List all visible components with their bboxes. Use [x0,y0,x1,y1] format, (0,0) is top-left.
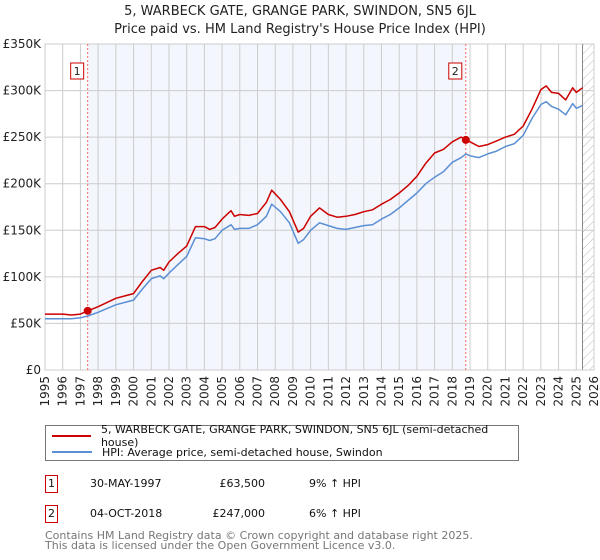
x-tick-label: 2025 [569,376,583,407]
y-tick-label: £150K [3,223,43,237]
footer: Contains HM Land Registry data © Crown c… [45,529,473,552]
chart-subtitle: Price paid vs. HM Land Registry's House … [114,22,486,37]
sale-row-2: 2 04-OCT-2018 £247,000 6% ↑ HPI [45,505,445,525]
hpi-series-line [45,100,583,320]
x-tick-label: 2015 [392,376,406,407]
sale-marker-badge [70,62,85,80]
y-tick-label: £50K [10,316,42,330]
sale-hpi-diff: 6% ↑ HPI [309,507,361,520]
y-tick-label: £350K [3,37,43,51]
x-tick-label: 2017 [428,376,442,407]
x-tick-label: 2011 [321,376,335,407]
x-tick-label: 1998 [91,376,105,407]
x-tick-label: 2005 [215,376,229,407]
y-tick-label: £300K [3,84,43,98]
legend-swatch-red [52,435,91,437]
sale-hpi-diff: 9% ↑ HPI [309,477,361,490]
x-tick-label: 2022 [516,376,530,407]
x-tick-label: 2018 [445,376,459,407]
plot-border [44,43,595,371]
x-tick-label: 2014 [374,376,388,407]
footer-licence: This data is licensed under the Open Gov… [45,539,396,552]
x-tick-label: 2002 [162,376,176,407]
line-chart: 1995 1996 1997 1998 1999 2000 2001 2002 2003 2004… [3,37,600,407]
x-tick-label: 1999 [109,376,123,407]
sale-date: 04-OCT-2018 [90,507,163,520]
x-tick-label: 2021 [498,376,512,407]
sale-marker-label: 1 [74,65,81,78]
x-tick-label: 2008 [268,376,282,407]
sale-point [461,135,470,144]
sale-marker-label: 2 [452,65,459,78]
x-tick-label: 2016 [410,376,424,407]
x-tick-label: 2012 [339,376,353,407]
y-tick-label: £100K [3,270,43,284]
legend-label-hpi: HPI: Average price, semi-detached house,… [102,445,383,459]
sale-badge: 1 [45,475,58,493]
ownership-shaded-region [87,44,466,370]
x-tick-label: 2009 [286,376,300,407]
x-tick-label: 2003 [180,376,194,407]
legend-label-property: 5, WARBECK GATE, GRANGE PARK, SWINDON, S… [100,423,489,449]
property-series-line [45,85,583,316]
y-tick-label: £200K [3,177,43,191]
x-tick-label: 2019 [463,376,477,407]
sale-row-1: 1 30-MAY-1997 £63,500 9% ↑ HPI [45,475,445,495]
sale-marker-badge [448,62,463,80]
x-tick-label: 2007 [251,376,265,407]
sale-badge: 2 [45,505,58,523]
y-tick-label: £250K [3,130,43,144]
legend-swatch-blue [52,451,92,453]
y-tick-label: £0 [26,363,41,377]
x-tick-label: 2004 [197,376,211,407]
future-hatched-region [582,44,594,370]
x-tick-label: 2013 [357,376,371,407]
legend-item-property: 5, WARBECK GATE, GRANGE PARK, SWINDON, S… [52,423,518,449]
sale-price: £63,500 [219,477,266,490]
legend: 5, WARBECK GATE, GRANGE PARK, SWINDON, S… [45,423,519,461]
footer-copyright: Contains HM Land Registry data © Crown c… [45,529,473,542]
legend-item-hpi: HPI: Average price, semi-detached house,… [52,444,383,460]
x-tick-label: 2010 [304,376,318,407]
sale-point [83,306,92,315]
x-tick-label: 1997 [73,376,87,407]
x-tick-label: 2023 [534,376,548,407]
x-tick-label: 2020 [481,376,495,407]
x-tick-label: 1996 [56,376,70,407]
x-tick-label: 1995 [38,376,52,407]
x-tick-label: 2000 [127,376,141,407]
x-tick-label: 2006 [233,376,247,407]
chart-title: 5, WARBECK GATE, GRANGE PARK, SWINDON, S… [124,4,476,19]
x-tick-label: 2024 [552,376,566,407]
sale-price: £247,000 [212,507,266,520]
x-tick-label: 2026 [587,376,600,407]
sale-date: 30-MAY-1997 [90,477,162,490]
x-tick-label: 2001 [144,376,158,407]
